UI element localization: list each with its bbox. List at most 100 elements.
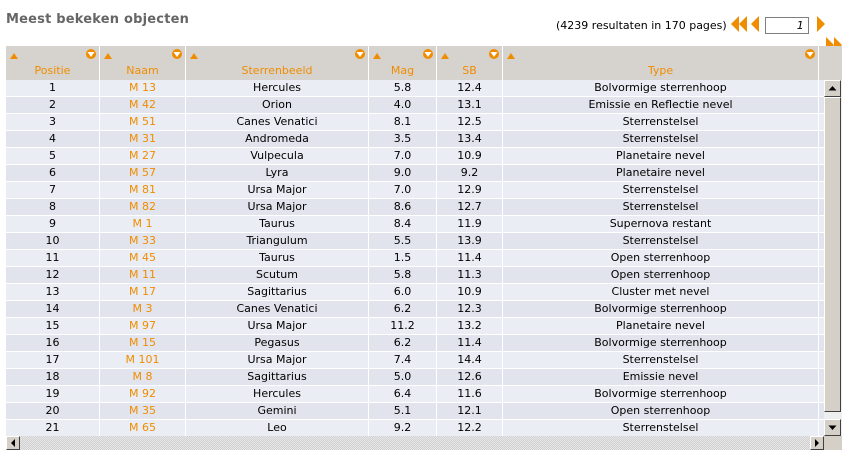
scroll-thumb[interactable]: [824, 97, 841, 412]
page-number-input[interactable]: [764, 16, 809, 34]
type-cell: Planetaire nevel: [503, 148, 819, 164]
table-row[interactable]: 20 M 35 Gemini 5.1 12.1 Open sterrenhoop: [6, 403, 824, 420]
position-cell: 5: [6, 148, 100, 164]
name-link[interactable]: M 51: [100, 114, 186, 130]
sort-ascending-icon[interactable]: [104, 49, 112, 62]
name-link[interactable]: M 101: [100, 352, 186, 368]
name-link[interactable]: M 81: [100, 182, 186, 198]
scroll-corner: [824, 436, 842, 450]
name-link[interactable]: M 11: [100, 267, 186, 283]
column-header-type[interactable]: Type: [503, 46, 819, 80]
sort-ascending-icon[interactable]: [507, 49, 515, 62]
name-link[interactable]: M 33: [100, 233, 186, 249]
type-cell: Sterrenstelsel: [503, 182, 819, 198]
table-row[interactable]: 10 M 33 Triangulum 5.5 13.9 Sterrenstelsel: [6, 233, 824, 250]
type-cell: Open sterrenhoop: [503, 267, 819, 283]
name-link[interactable]: M 45: [100, 250, 186, 266]
name-link[interactable]: M 35: [100, 403, 186, 419]
objects-table: Positie Naam Sterrenbeeld Mag SB Type: [6, 46, 842, 450]
column-label: SB: [462, 64, 477, 77]
sort-descending-icon[interactable]: [423, 49, 433, 62]
table-row[interactable]: 21 M 65 Leo 9.2 12.2 Sterrenstelsel: [6, 420, 824, 436]
name-link[interactable]: M 13: [100, 80, 186, 96]
first-page-icon[interactable]: [729, 15, 749, 36]
table-row[interactable]: 12 M 11 Scutum 5.8 11.3 Open sterrenhoop: [6, 267, 824, 284]
column-header-naam[interactable]: Naam: [100, 46, 186, 80]
sort-descending-icon[interactable]: [355, 49, 365, 62]
sort-descending-icon[interactable]: [805, 49, 815, 62]
column-label: Type: [647, 64, 674, 77]
position-cell: 9: [6, 216, 100, 232]
name-link[interactable]: M 42: [100, 97, 186, 113]
magnitude-cell: 5.8: [369, 80, 437, 96]
scroll-up-icon[interactable]: [824, 80, 841, 97]
table-row[interactable]: 13 M 17 Sagittarius 6.0 10.9 Cluster met neve…: [6, 284, 824, 301]
surface-brightness-cell: 12.7: [437, 199, 503, 215]
table-row[interactable]: 16 M 15 Pegasus 6.2 11.4 Bolvormige sterrenho…: [6, 335, 824, 352]
type-cell: Sterrenstelsel: [503, 233, 819, 249]
constellation-cell: Orion: [186, 97, 369, 113]
scroll-right-icon[interactable]: [810, 436, 824, 450]
sort-ascending-icon[interactable]: [441, 49, 449, 62]
type-cell: Bolvormige sterrenhoop: [503, 335, 819, 351]
name-link[interactable]: M 31: [100, 131, 186, 147]
column-header-positie[interactable]: Positie: [6, 46, 100, 80]
results-count: (4239 resultaten in 170 pages): [556, 18, 727, 32]
type-cell: Sterrenstelsel: [503, 352, 819, 368]
name-link[interactable]: M 3: [100, 301, 186, 317]
constellation-cell: Pegasus: [186, 335, 369, 351]
sort-ascending-icon[interactable]: [373, 49, 381, 62]
horizontal-scrollbar[interactable]: [6, 436, 824, 450]
name-link[interactable]: M 1: [100, 216, 186, 232]
name-link[interactable]: M 57: [100, 165, 186, 181]
name-link[interactable]: M 97: [100, 318, 186, 334]
vertical-scrollbar[interactable]: [824, 80, 842, 436]
name-link[interactable]: M 15: [100, 335, 186, 351]
constellation-cell: Taurus: [186, 250, 369, 266]
name-link[interactable]: M 8: [100, 369, 186, 385]
column-label: Positie: [34, 64, 71, 77]
sort-descending-icon[interactable]: [489, 49, 499, 62]
sort-ascending-icon[interactable]: [190, 49, 198, 62]
table-row[interactable]: 17 M 101 Ursa Major 7.4 14.4 Sterrenstelsel: [6, 352, 824, 369]
magnitude-cell: 5.0: [369, 369, 437, 385]
table-row[interactable]: 15 M 97 Ursa Major 11.2 13.2 Planetaire nevel: [6, 318, 824, 335]
constellation-cell: Canes Venatici: [186, 114, 369, 130]
surface-brightness-cell: 11.6: [437, 386, 503, 402]
table-row[interactable]: 11 M 45 Taurus 1.5 11.4 Open sterrenhoop: [6, 250, 824, 267]
sort-ascending-icon[interactable]: [10, 49, 18, 62]
name-link[interactable]: M 82: [100, 199, 186, 215]
surface-brightness-cell: 11.4: [437, 250, 503, 266]
column-header-mag[interactable]: Mag: [369, 46, 437, 80]
previous-page-icon[interactable]: [749, 15, 761, 36]
sort-descending-icon[interactable]: [86, 49, 96, 62]
name-link[interactable]: M 92: [100, 386, 186, 402]
sort-descending-icon[interactable]: [172, 49, 182, 62]
name-link[interactable]: M 17: [100, 284, 186, 300]
column-header-sterrenbeeld[interactable]: Sterrenbeeld: [186, 46, 369, 80]
table-row[interactable]: 19 M 92 Hercules 6.4 11.6 Bolvormige sterrenh…: [6, 386, 824, 403]
next-page-icon[interactable]: [815, 15, 827, 36]
type-cell: Sterrenstelsel: [503, 199, 819, 215]
table-row[interactable]: 14 M 3 Canes Venatici 6.2 12.3 Bolvormige ste…: [6, 301, 824, 318]
position-cell: 8: [6, 199, 100, 215]
table-row[interactable]: 18 M 8 Sagittarius 5.0 12.6 Emissie nevel: [6, 369, 824, 386]
scroll-left-icon[interactable]: [6, 436, 20, 450]
scroll-down-icon[interactable]: [824, 419, 841, 436]
type-cell: Open sterrenhoop: [503, 250, 819, 266]
name-link[interactable]: M 65: [100, 420, 186, 436]
surface-brightness-cell: 14.4: [437, 352, 503, 368]
surface-brightness-cell: 12.3: [437, 301, 503, 317]
column-header-sb[interactable]: SB: [437, 46, 503, 80]
name-link[interactable]: M 27: [100, 148, 186, 164]
surface-brightness-cell: 13.4: [437, 131, 503, 147]
